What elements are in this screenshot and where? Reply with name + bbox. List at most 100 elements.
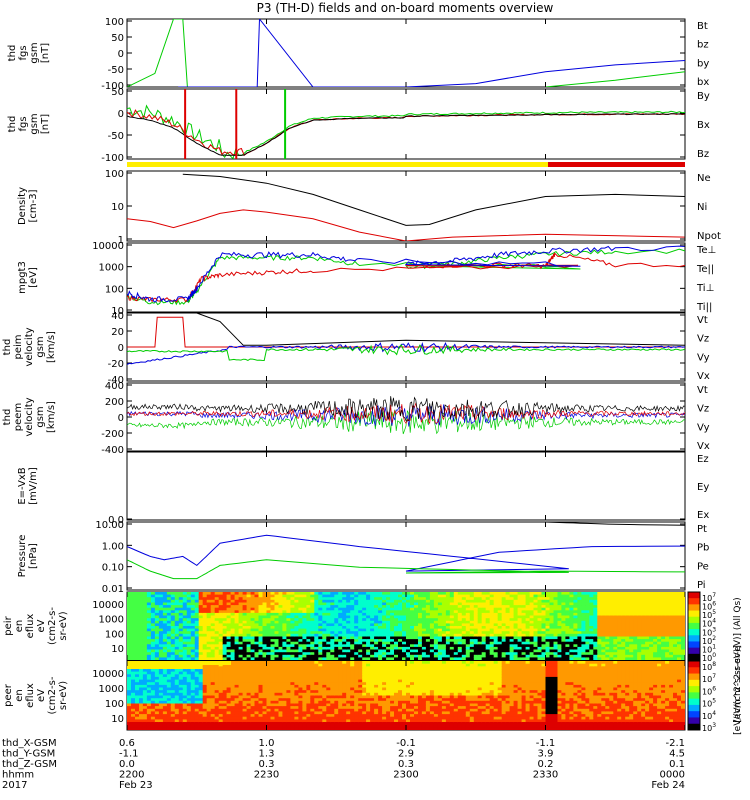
- spectrogram-cell: [206, 612, 212, 617]
- spectrogram-cell: [302, 633, 307, 637]
- spectrogram-cell: [366, 639, 371, 643]
- spectrogram-cell: [441, 599, 447, 603]
- spectrogram-cell: [270, 695, 276, 699]
- spectrogram-cell: [278, 599, 284, 603]
- spectrogram-cell: [298, 618, 303, 622]
- spectrogram-cell: [613, 602, 618, 606]
- spectrogram-cell: [673, 646, 678, 651]
- spectrogram-cell: [414, 615, 419, 619]
- spectrogram-cell: [637, 652, 642, 656]
- spectrogram-cell: [230, 679, 236, 683]
- spectrogram-cell: [410, 592, 415, 596]
- spectrogram-cell: [258, 644, 264, 648]
- spectrogram-cell: [210, 639, 216, 643]
- spectrogram-cell: [154, 652, 160, 656]
- spectrogram-cell: [681, 612, 685, 617]
- spectrogram-cell: [370, 607, 375, 611]
- spectrogram-cell: [577, 626, 582, 630]
- spectrogram-cell: [585, 610, 590, 614]
- spectrogram-cell: [290, 636, 295, 640]
- spectrogram-cell: [565, 615, 570, 619]
- spectrogram-cell: [545, 594, 551, 598]
- spectrogram-cell: [174, 687, 180, 691]
- spectrogram-cell: [282, 661, 287, 665]
- spectrogram-cell: [605, 644, 610, 648]
- spectrogram-cell: [242, 657, 248, 660]
- spectrogram-cell: [561, 654, 566, 658]
- spectrogram-cell: [214, 711, 220, 715]
- spectrogram-cell: [497, 599, 503, 603]
- spectrogram-cell: [146, 676, 152, 681]
- spectrogram-cell: [589, 646, 594, 651]
- spectrogram-cell: [681, 654, 685, 658]
- spectrogram-cell: [549, 607, 555, 611]
- spectrogram-cell: [127, 661, 132, 665]
- spectrogram-cell: [310, 641, 315, 645]
- spectrogram-cell: [593, 631, 598, 635]
- spectrogram-cell: [254, 594, 260, 598]
- spectrogram-cell: [489, 610, 495, 614]
- spectrogram-cell: [545, 615, 551, 619]
- spectrogram-cell: [182, 628, 188, 632]
- spectrogram-cell: [553, 602, 559, 606]
- spectrogram-cell: [637, 612, 642, 617]
- spectrogram-cell: [386, 633, 391, 637]
- y-tick-label: 40: [111, 311, 124, 322]
- y-axis-label: thd peim velocity gsm [km/s]: [2, 327, 57, 366]
- spectrogram-cell: [330, 636, 335, 640]
- spectrogram-cell: [254, 661, 260, 665]
- spectrogram-cell: [334, 594, 339, 598]
- spectrogram-cell: [589, 649, 594, 653]
- spectrogram-cell: [489, 649, 495, 653]
- spectrogram-cell: [461, 628, 467, 632]
- spectrogram-cell: [230, 727, 236, 730]
- spectrogram-cell: [166, 594, 172, 598]
- spectrogram-cell: [633, 639, 638, 643]
- spectrogram-cell: [246, 597, 252, 601]
- spectrogram-cell: [406, 639, 411, 643]
- spectrogram-cell: [170, 644, 176, 648]
- spectrogram-cell: [402, 618, 407, 622]
- spectrogram-cell: [509, 639, 515, 643]
- spectrogram-cell: [645, 592, 650, 596]
- spectrogram-cell: [633, 646, 638, 651]
- spectrogram-cell: [649, 633, 654, 637]
- spectrogram-cell: [135, 657, 140, 660]
- spectrogram-cell: [282, 663, 287, 667]
- spectrogram-cell: [653, 618, 658, 622]
- spectrogram-cell: [398, 644, 403, 648]
- spectrogram-cell: [194, 674, 200, 678]
- spectrogram-cell: [262, 666, 268, 670]
- spectrogram-cell: [146, 626, 152, 630]
- spectrogram-cell: [266, 716, 272, 720]
- spectrogram-cell: [657, 633, 662, 637]
- spectrogram-cell: [286, 722, 291, 726]
- spectrogram-cell: [386, 615, 391, 619]
- spectrogram-cell: [398, 654, 403, 658]
- spectrogram-cell: [406, 618, 411, 622]
- spectrogram-cell: [541, 610, 547, 614]
- spectrogram-cell: [406, 605, 411, 609]
- spectrogram-cell: [418, 623, 423, 627]
- spectrogram-cell: [429, 641, 435, 645]
- spectrogram-cell: [346, 605, 351, 609]
- spectrogram-cell: [461, 597, 467, 601]
- spectrogram-cell: [493, 636, 499, 640]
- spectrogram-cell: [246, 708, 252, 713]
- spectrogram-cell: [230, 671, 236, 675]
- spectrogram-cell: [258, 607, 264, 611]
- spectrogram-cell: [394, 592, 399, 596]
- spectrogram-cell: [378, 599, 383, 603]
- spectrogram-cell: [306, 682, 311, 686]
- spectrogram-cell: [453, 615, 459, 619]
- spectrogram-cell: [529, 607, 535, 611]
- spectrogram-cell: [302, 649, 307, 653]
- spectrogram-cell: [198, 620, 204, 624]
- spectrogram-cell: [346, 639, 351, 643]
- spectrogram-cell: [214, 716, 220, 720]
- spectrogram-cell: [669, 633, 674, 637]
- spectrogram-cell: [677, 620, 682, 624]
- spectrogram-cell: [410, 602, 415, 606]
- spectrogram-cell: [282, 612, 287, 617]
- spectrogram-cell: [278, 708, 284, 713]
